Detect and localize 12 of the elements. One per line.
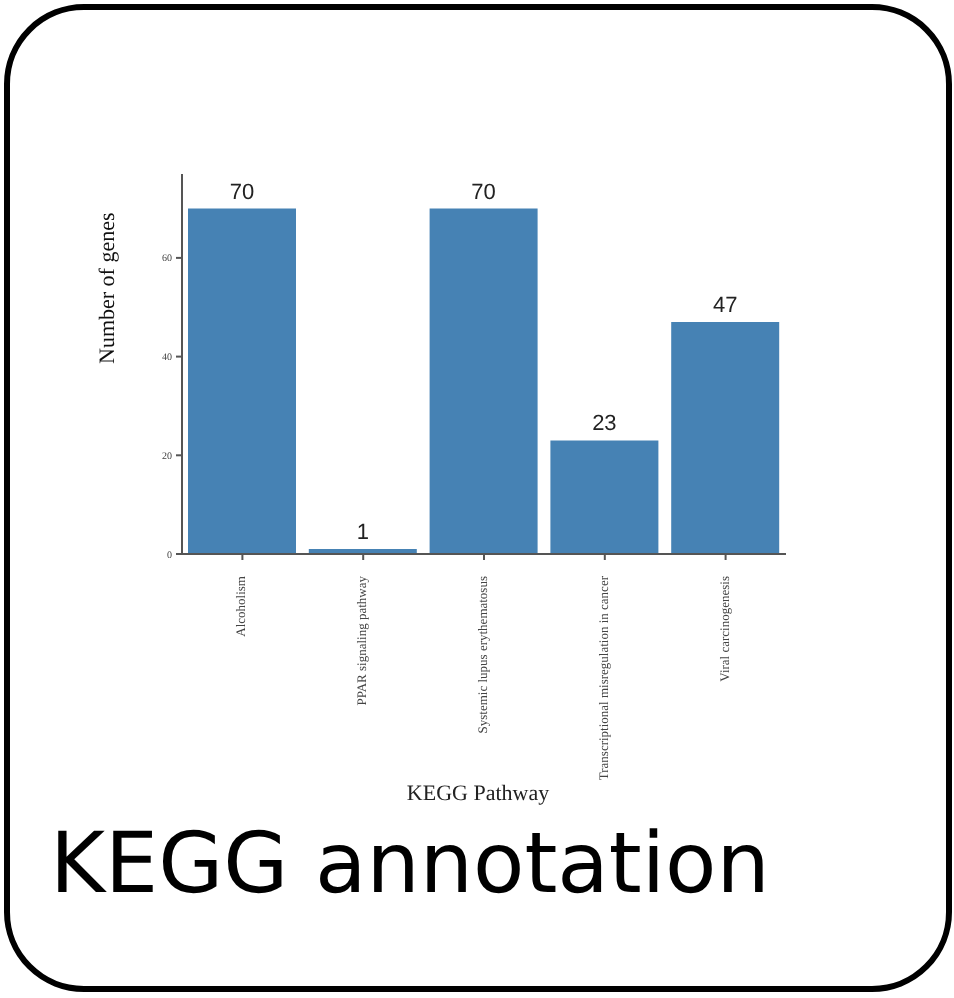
data-label: 70 [471,180,496,205]
data-label: 23 [592,412,617,437]
bar [671,322,780,554]
y-axis-title: Number of genes [95,212,120,364]
data-label: 1 [356,521,369,546]
data-label: 47 [712,294,738,319]
bar [188,208,296,554]
x-axis-title: KEGG Pathway [404,782,552,806]
bar [429,208,538,554]
data-label: 70 [229,180,255,205]
text: KEGG annotation [50,814,770,912]
bar [550,440,659,554]
